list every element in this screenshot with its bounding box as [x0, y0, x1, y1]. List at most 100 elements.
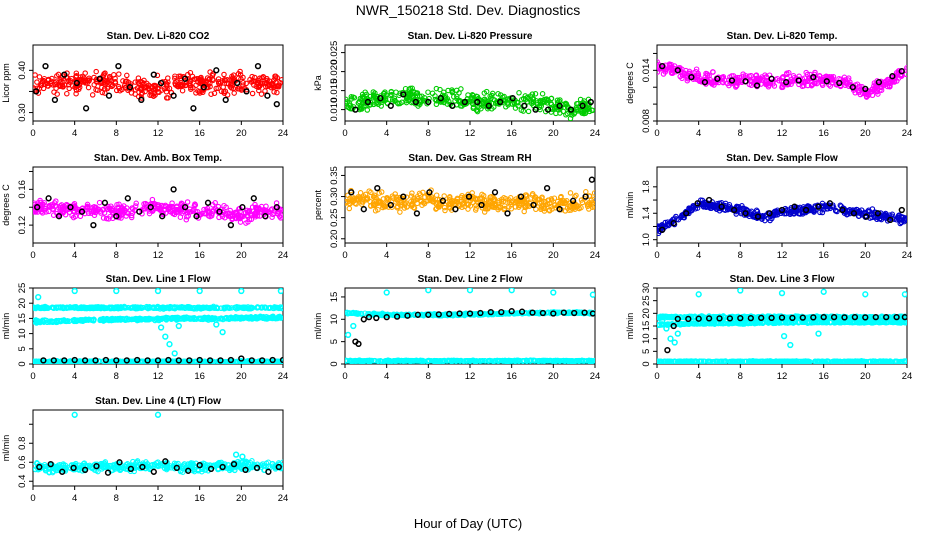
data-point: [193, 316, 200, 322]
data-point: [435, 358, 442, 364]
data-point: [123, 315, 130, 322]
data-point: [33, 358, 38, 364]
data-point: [481, 90, 488, 96]
data-point: [273, 100, 280, 108]
data-point: [67, 204, 74, 211]
data-point: [569, 197, 577, 204]
data-point: [662, 62, 669, 68]
data-point: [735, 77, 742, 83]
data-point: [234, 213, 240, 219]
data-point: [574, 358, 580, 364]
data-point: [461, 98, 468, 106]
data-point: [371, 358, 377, 364]
data-point: [243, 220, 249, 226]
data-point: [188, 86, 194, 92]
data-point: [234, 79, 241, 87]
data-point: [181, 304, 187, 310]
data-point: [33, 305, 38, 311]
data-point: [276, 213, 283, 220]
data-point: [87, 204, 93, 210]
data-point: [213, 85, 219, 92]
data-point: [433, 192, 440, 198]
data-point: [521, 208, 527, 215]
data-point: [491, 97, 498, 103]
data-point: [489, 358, 495, 364]
data-point: [239, 204, 246, 211]
y-tick-label: 0.12: [17, 216, 28, 235]
y-tick-label: 0.020: [329, 60, 340, 84]
y-tick-label: 0.008: [641, 109, 652, 133]
data-point: [872, 84, 879, 90]
data-point: [882, 212, 888, 218]
data-point: [123, 357, 130, 364]
data-point: [204, 199, 212, 206]
x-tick-label: 24: [278, 371, 289, 382]
data-point: [37, 82, 44, 89]
data-point: [659, 62, 666, 70]
data-point: [255, 84, 262, 91]
data-point: [819, 204, 825, 211]
data-point: [348, 189, 355, 196]
data-point: [159, 213, 166, 220]
x-tick-label: 20: [236, 250, 247, 261]
x-tick-label: 12: [465, 128, 476, 139]
data-point: [705, 196, 713, 204]
data-point: [377, 200, 383, 206]
y-axis-label: kPa: [313, 75, 323, 91]
data-point: [370, 200, 377, 206]
data-point: [552, 202, 558, 209]
data-point: [542, 199, 548, 205]
data-point: [679, 75, 685, 82]
x-tick-label: 12: [153, 371, 164, 382]
data-point: [387, 201, 394, 209]
data-point: [548, 95, 555, 102]
data-point: [586, 206, 592, 212]
y-tick-label: 0.025: [329, 41, 340, 65]
data-point: [357, 95, 364, 102]
data-point: [768, 75, 775, 82]
data-point: [844, 81, 850, 87]
data-point: [363, 91, 370, 98]
data-point: [41, 78, 47, 84]
data-point: [175, 322, 182, 330]
data-point: [228, 305, 235, 311]
y-tick-label: 0.014: [641, 58, 652, 82]
data-point: [414, 93, 420, 99]
data-point: [45, 195, 52, 202]
data-point: [201, 315, 208, 321]
data-point: [516, 90, 522, 96]
data-point: [102, 70, 108, 76]
data-point: [862, 85, 869, 93]
data-point: [60, 206, 67, 212]
data-point: [250, 315, 257, 322]
data-point: [199, 305, 205, 311]
data-point: [817, 209, 823, 216]
data-point: [863, 213, 870, 220]
x-tick-label: 12: [465, 371, 476, 382]
data-point: [44, 319, 51, 325]
series-1: [345, 187, 595, 215]
data-point: [684, 77, 691, 84]
data-point: [409, 85, 415, 92]
data-point: [543, 184, 551, 192]
data-point: [146, 210, 153, 217]
x-tick-label: 20: [548, 128, 559, 139]
data-point: [498, 198, 505, 205]
x-tick-label: 12: [153, 250, 164, 261]
data-point: [222, 96, 229, 104]
data-point: [374, 184, 381, 192]
data-point: [206, 357, 214, 364]
data-point: [238, 288, 245, 295]
data-point: [734, 74, 741, 81]
data-point: [225, 315, 232, 322]
data-point: [904, 65, 907, 71]
data-point: [452, 206, 459, 213]
data-point: [37, 197, 43, 204]
data-point: [89, 358, 96, 364]
data-point: [707, 76, 713, 83]
data-point: [532, 194, 539, 201]
series-2: [659, 196, 905, 233]
data-point: [128, 90, 135, 96]
y-tick-label: 0.015: [329, 79, 340, 103]
data-point: [50, 82, 56, 88]
